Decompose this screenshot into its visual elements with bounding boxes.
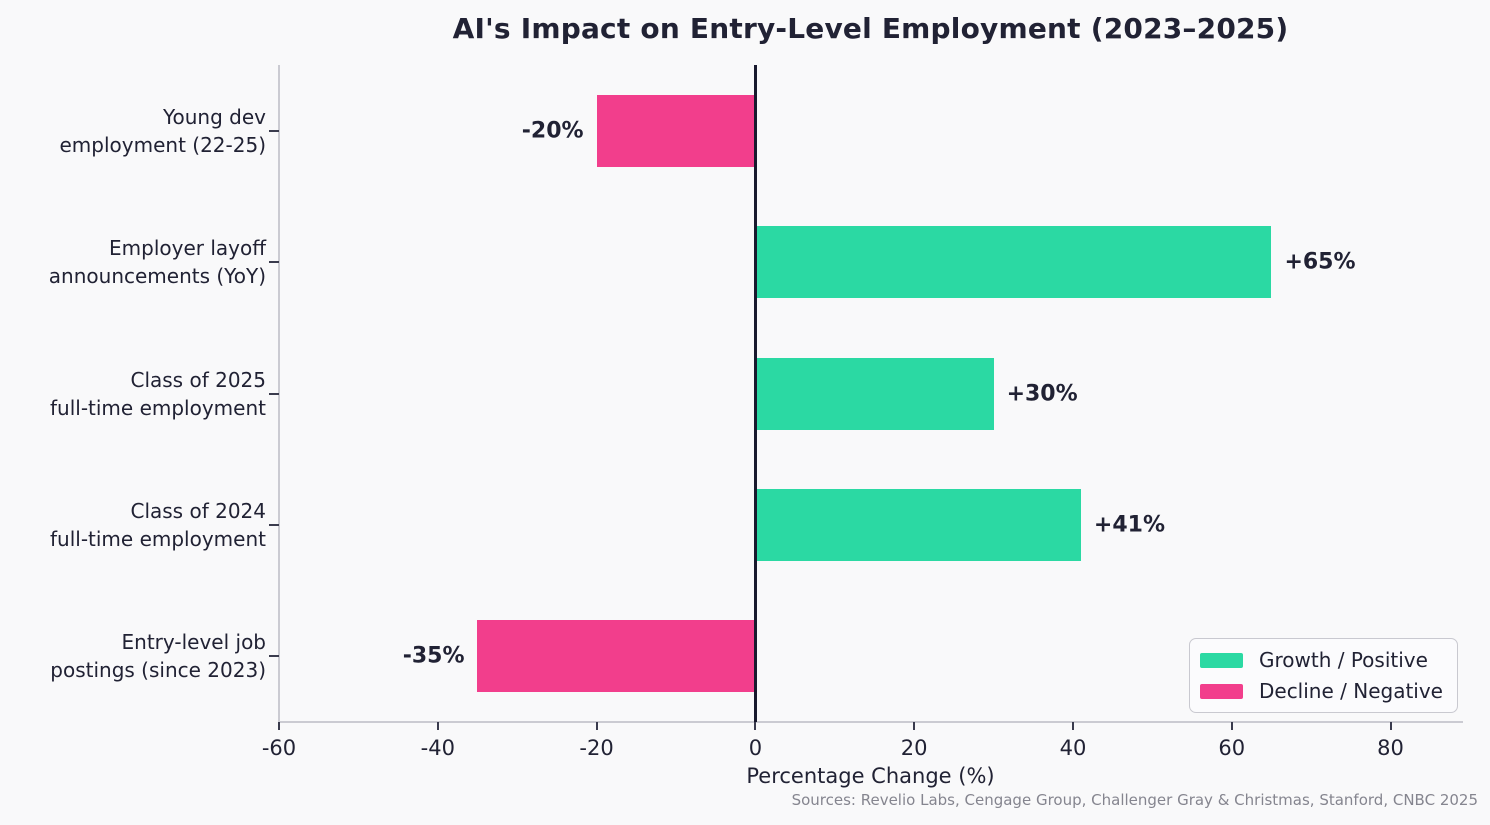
source-attribution: Sources: Revelio Labs, Cengage Group, Ch… <box>791 791 1478 809</box>
x-tick-label: -60 <box>261 736 297 760</box>
x-tick <box>1230 722 1233 730</box>
x-axis-title: Percentage Change (%) <box>746 764 995 788</box>
bar-value-label: +41% <box>1093 512 1165 538</box>
x-tick <box>1389 722 1392 730</box>
x-tick <box>1071 722 1074 730</box>
bar <box>477 620 756 693</box>
x-tick <box>754 722 757 730</box>
x-tick-label: 0 <box>748 736 763 760</box>
y-axis-category-label: Employer layoff announcements (YoY) <box>48 236 266 289</box>
bar <box>755 488 1081 561</box>
y-axis-category-label: Entry-level job postings (since 2023) <box>50 630 266 683</box>
zero-baseline <box>753 65 757 722</box>
legend-swatch-growth-icon <box>1199 652 1243 668</box>
y-tick <box>269 392 279 395</box>
legend-label-decline: Decline / Negative <box>1258 679 1443 703</box>
y-tick <box>269 523 279 526</box>
x-tick <box>595 722 598 730</box>
x-tick <box>913 722 916 730</box>
y-tick <box>269 261 279 264</box>
x-tick-label: -40 <box>420 736 455 760</box>
x-tick <box>436 722 439 730</box>
bar <box>755 226 1272 299</box>
x-tick <box>278 722 280 730</box>
y-tick <box>269 129 279 132</box>
x-tick-label: 60 <box>1218 736 1246 760</box>
bar-value-label: -35% <box>402 643 465 669</box>
bar <box>596 94 756 167</box>
bar-value-label: -20% <box>521 118 584 144</box>
x-tick-label: 20 <box>900 736 928 760</box>
bar <box>755 357 994 430</box>
bar-value-label: +30% <box>1006 381 1078 406</box>
x-tick-label: 80 <box>1377 736 1404 760</box>
y-tick <box>269 655 279 658</box>
bottom-axis-spine <box>278 721 1463 723</box>
plot-area: -20% +65% +30% +41% -35% -60 -40 -20 0 20 40 60 80 <box>262 65 1463 760</box>
legend-label-growth: Growth / Positive <box>1258 648 1428 672</box>
y-axis-category-label: Class of 2024 full-time employment <box>49 498 266 551</box>
chart-title: AI's Impact on Entry-Level Employment (2… <box>452 12 1289 45</box>
legend-item-decline: Decline / Negative <box>1199 679 1443 703</box>
legend-swatch-decline-icon <box>1199 683 1243 699</box>
bar-value-label: +65% <box>1284 249 1356 275</box>
x-tick-label: 40 <box>1059 736 1087 760</box>
x-tick-label: -20 <box>579 736 614 760</box>
left-axis-spine <box>278 65 280 722</box>
y-axis-category-label: Class of 2025 full-time employment <box>49 367 266 420</box>
y-axis-category-label: Young dev employment (22-25) <box>59 104 267 157</box>
legend: Growth / Positive Decline / Negative <box>1188 638 1458 713</box>
legend-item-growth: Growth / Positive <box>1199 648 1443 672</box>
